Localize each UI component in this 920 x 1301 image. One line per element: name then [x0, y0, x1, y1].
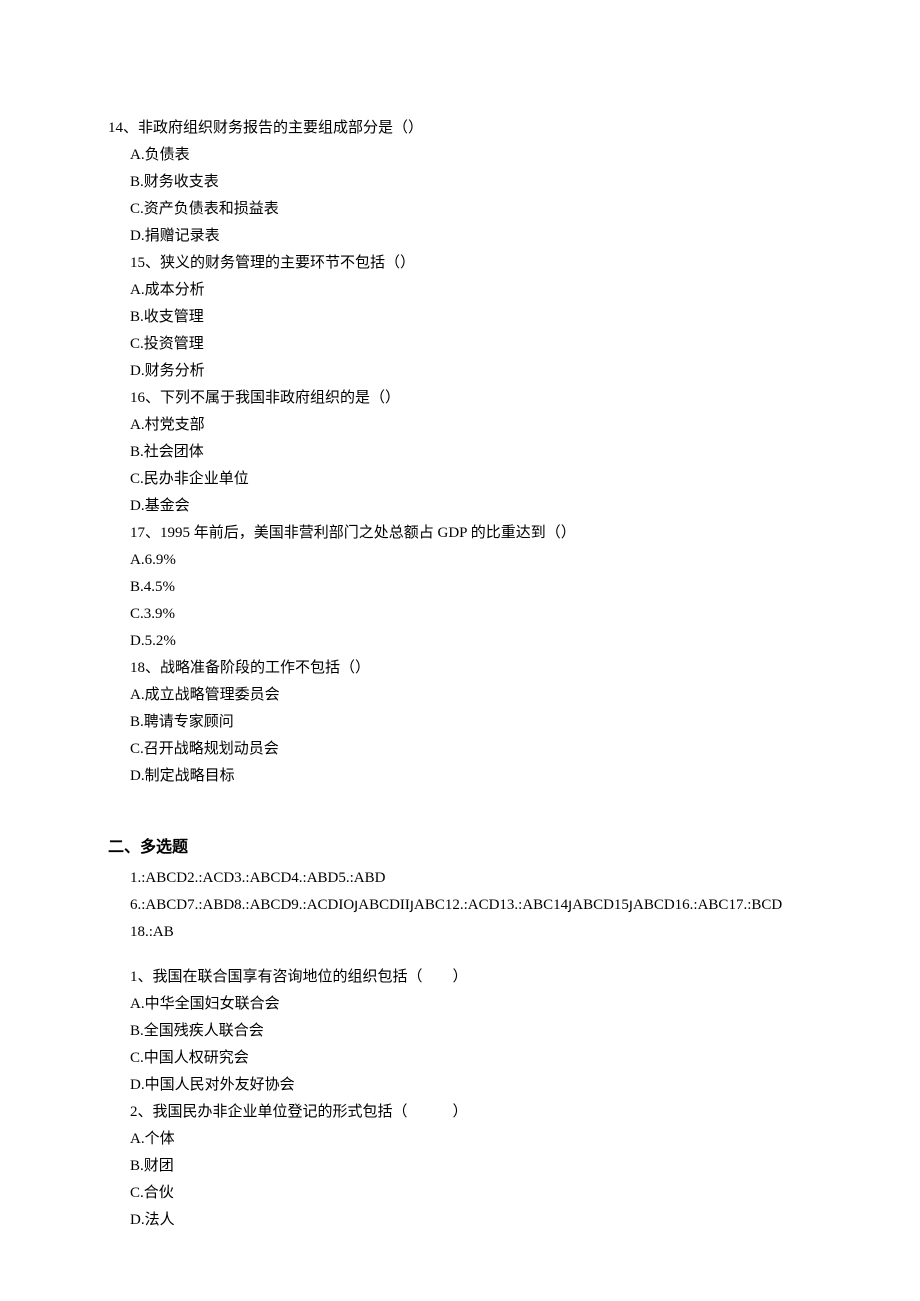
question-16-option-b: B.社会团体 [108, 439, 805, 466]
question-16-stem: 16、下列不属于我国非政府组织的是（） [108, 385, 805, 412]
question-17-option-c: C.3.9% [108, 601, 805, 628]
question-16-option-d: D.基金会 [108, 493, 805, 520]
answers-line-3: 18.:AB [108, 919, 805, 946]
question-14-option-b: B.财务收支表 [108, 169, 805, 196]
question-15-stem: 15、狭义的财务管理的主要环节不包括（） [108, 250, 805, 277]
answers-line-2: 6.:ABCD7.:ABD8.:ABCD9.:ACDIOյABCDIIյABC1… [108, 892, 805, 919]
question-15-option-a: A.成本分析 [108, 277, 805, 304]
question-18-option-d: D.制定战略目标 [108, 763, 805, 790]
question-14-option-a: A.负债表 [108, 142, 805, 169]
mcq-1-option-b: B.全国残疾人联合会 [108, 1018, 805, 1045]
mcq-1-option-a: A.中华全国妇女联合会 [108, 991, 805, 1018]
mcq-2-option-d: D.法人 [108, 1207, 805, 1234]
question-17-option-b: B.4.5% [108, 574, 805, 601]
mcq-2-stem: 2、我国民办非企业单位登记的形式包括（ ） [108, 1099, 805, 1126]
question-15-option-c: C.投资管理 [108, 331, 805, 358]
spacing-gap [108, 946, 805, 964]
question-14-stem: 14、非政府组织财务报告的主要组成部分是（） [108, 115, 805, 142]
mcq-2-option-a: A.个体 [108, 1126, 805, 1153]
question-14-option-c: C.资产负债表和损益表 [108, 196, 805, 223]
question-18-option-c: C.召开战略规划动员会 [108, 736, 805, 763]
question-18-option-a: A.成立战略管理委员会 [108, 682, 805, 709]
answers-line-1: 1.:ABCD2.:ACD3.:ABCD4.:ABD5.:ABD [108, 865, 805, 892]
mcq-2-option-c: C.合伙 [108, 1180, 805, 1207]
question-17-stem: 17、1995 年前后，美国非营利部门之处总额占 GDP 的比重达到（） [108, 520, 805, 547]
question-17-option-a: A.6.9% [108, 547, 805, 574]
mcq-1-stem: 1、我国在联合国享有咨询地位的组织包括（ ） [108, 964, 805, 991]
document-page: 14、非政府组织财务报告的主要组成部分是（） A.负债表 B.财务收支表 C.资… [0, 0, 920, 1301]
section-2-title: 二、多选题 [108, 834, 805, 863]
mcq-2-option-b: B.财团 [108, 1153, 805, 1180]
question-14-option-d: D.捐赠记录表 [108, 223, 805, 250]
question-18-option-b: B.聘请专家顾问 [108, 709, 805, 736]
question-17-option-d: D.5.2% [108, 628, 805, 655]
mcq-1-option-c: C.中国人权研究会 [108, 1045, 805, 1072]
question-16-option-a: A.村党支部 [108, 412, 805, 439]
question-15-option-b: B.收支管理 [108, 304, 805, 331]
mcq-1-option-d: D.中国人民对外友好协会 [108, 1072, 805, 1099]
question-16-option-c: C.民办非企业单位 [108, 466, 805, 493]
question-18-stem: 18、战略准备阶段的工作不包括（） [108, 655, 805, 682]
question-15-option-d: D.财务分析 [108, 358, 805, 385]
